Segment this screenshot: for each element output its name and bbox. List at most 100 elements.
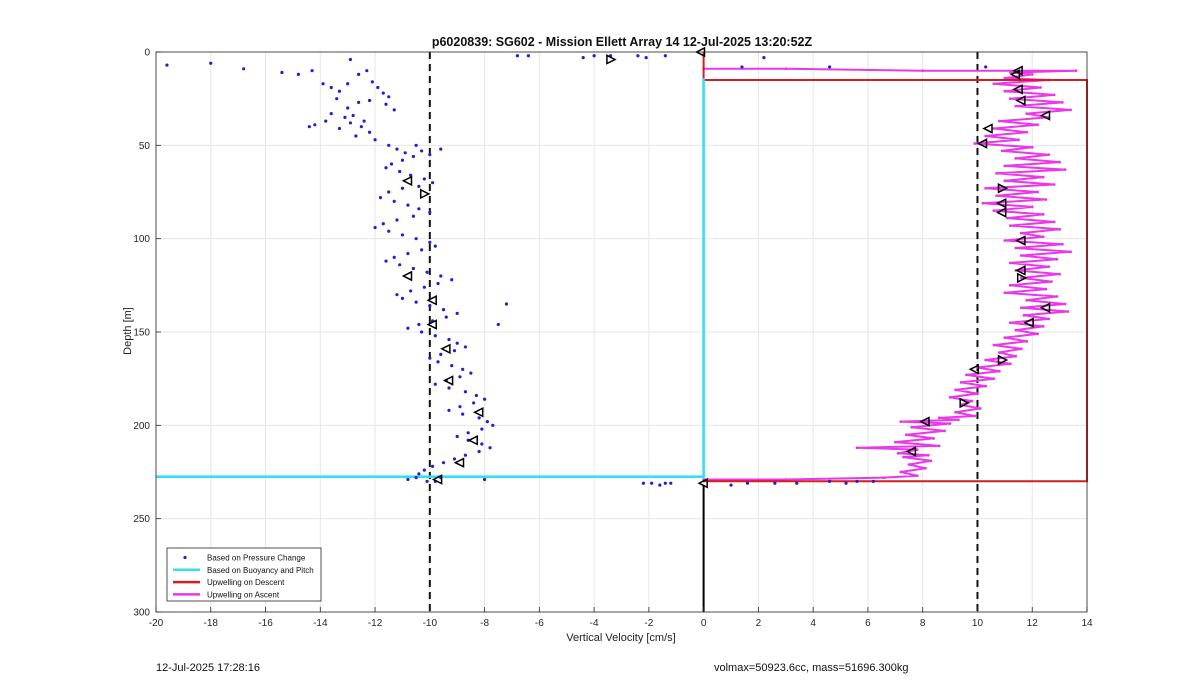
ascent-point (997, 369, 1001, 373)
triangle-marker (905, 446, 917, 457)
ascent-point (1025, 298, 1029, 302)
pressure-change-point (400, 158, 405, 162)
ascent-point (1030, 145, 1034, 149)
pressure-change-point (463, 390, 468, 394)
x-tick-label: -6 (535, 618, 544, 629)
pressure-change-point (439, 274, 443, 278)
pressure-change-point (444, 315, 448, 319)
ascent-point (1058, 227, 1062, 231)
y-tick-label: 100 (133, 234, 150, 245)
ascent-point (1025, 112, 1029, 115)
pressure-change-point (351, 113, 355, 118)
pressure-change-point (452, 349, 457, 353)
pressure-change-point (409, 289, 413, 293)
pressure-change-point (425, 270, 429, 274)
pressure-change-point (376, 85, 380, 90)
ascent-point (965, 373, 968, 377)
ascent-point (1063, 302, 1067, 306)
pressure-change-point (795, 481, 799, 485)
ascent-point (932, 437, 936, 440)
triangle-marker (1039, 110, 1051, 121)
pressure-change-point (855, 479, 859, 483)
y-tick-label: 0 (144, 48, 150, 59)
pressure-change-point (209, 61, 213, 65)
pressure-change-point (463, 453, 468, 457)
triangle-marker (467, 434, 478, 446)
pressure-change-point (420, 330, 424, 334)
pressure-change-point (844, 481, 848, 485)
pressure-change-point (428, 210, 432, 215)
pressure-change-point (441, 308, 446, 312)
pressure-change-point (452, 457, 457, 461)
ascent-point (948, 422, 952, 425)
scatter-points (165, 54, 988, 487)
pressure-change-point (428, 240, 432, 244)
x-tick-label: 4 (810, 618, 816, 629)
x-tick-label: -4 (590, 618, 599, 629)
ascent-point (1019, 231, 1023, 235)
pressure-change-point (461, 367, 465, 371)
ascent-point (1058, 160, 1062, 164)
pressure-change-point (433, 382, 437, 386)
pressure-change-point (367, 98, 372, 103)
pressure-change-point (337, 126, 342, 131)
pressure-change-point (373, 138, 377, 142)
x-axis-label: Vertical Velocity [cm/s] (566, 632, 675, 644)
ascent-point (1058, 272, 1062, 276)
ascent-point (1030, 73, 1034, 76)
ascent-point (902, 455, 905, 459)
ascent-point (882, 476, 886, 479)
ascent-point (1044, 198, 1048, 201)
pressure-change-point (439, 352, 443, 356)
x-tick-label: 0 (701, 618, 707, 629)
ascent-point (1008, 321, 1012, 325)
pressure-change-point (422, 285, 426, 289)
pressure-change-point (441, 461, 446, 465)
ascent-point (1025, 339, 1029, 343)
ascent-point (893, 440, 897, 444)
ascent-point (1014, 354, 1018, 358)
ascent-point (1014, 157, 1018, 160)
pressure-change-point (458, 405, 462, 409)
pressure-change-point (488, 446, 492, 450)
pressure-change-point (773, 481, 777, 485)
pressure-change-point (455, 311, 459, 315)
pressure-change-point (387, 95, 391, 99)
triangle-marker (919, 416, 930, 427)
ascent-point (1019, 254, 1023, 257)
triangle-marker (419, 188, 431, 200)
ascent-point (970, 399, 974, 403)
pressure-change-point (485, 420, 489, 424)
pressure-change-point (357, 72, 361, 76)
triangle-marker (997, 182, 1009, 194)
x-tick-label: 6 (865, 618, 871, 629)
pressure-change-point (370, 80, 374, 84)
ascent-point (1019, 347, 1023, 351)
ascent-point (915, 448, 919, 451)
pressure-change-point (343, 115, 347, 119)
ascent-point (1047, 153, 1051, 157)
pressure-change-point (472, 401, 476, 405)
ascent-point (954, 410, 957, 414)
pressure-change-point (395, 218, 399, 222)
ascent-point (896, 451, 900, 455)
ascent-point (1055, 295, 1059, 298)
ascent-point (973, 414, 977, 418)
pressure-change-point (636, 54, 640, 58)
ascent-point (995, 194, 999, 198)
ascent-point (937, 444, 941, 448)
pressure-change-point (387, 229, 391, 233)
ascent-point (1019, 306, 1023, 310)
ascent-point (907, 463, 911, 466)
pressure-change-point (329, 85, 333, 90)
triangle-marker (976, 138, 988, 149)
ascent-point (1055, 257, 1059, 261)
pressure-change-point (389, 162, 394, 166)
pressure-change-point (526, 54, 531, 58)
ascent-point (926, 453, 930, 457)
pressure-change-point (669, 481, 673, 485)
ascent-point (855, 446, 859, 450)
triangle-marker (997, 354, 1009, 366)
ascent-point (784, 478, 788, 481)
